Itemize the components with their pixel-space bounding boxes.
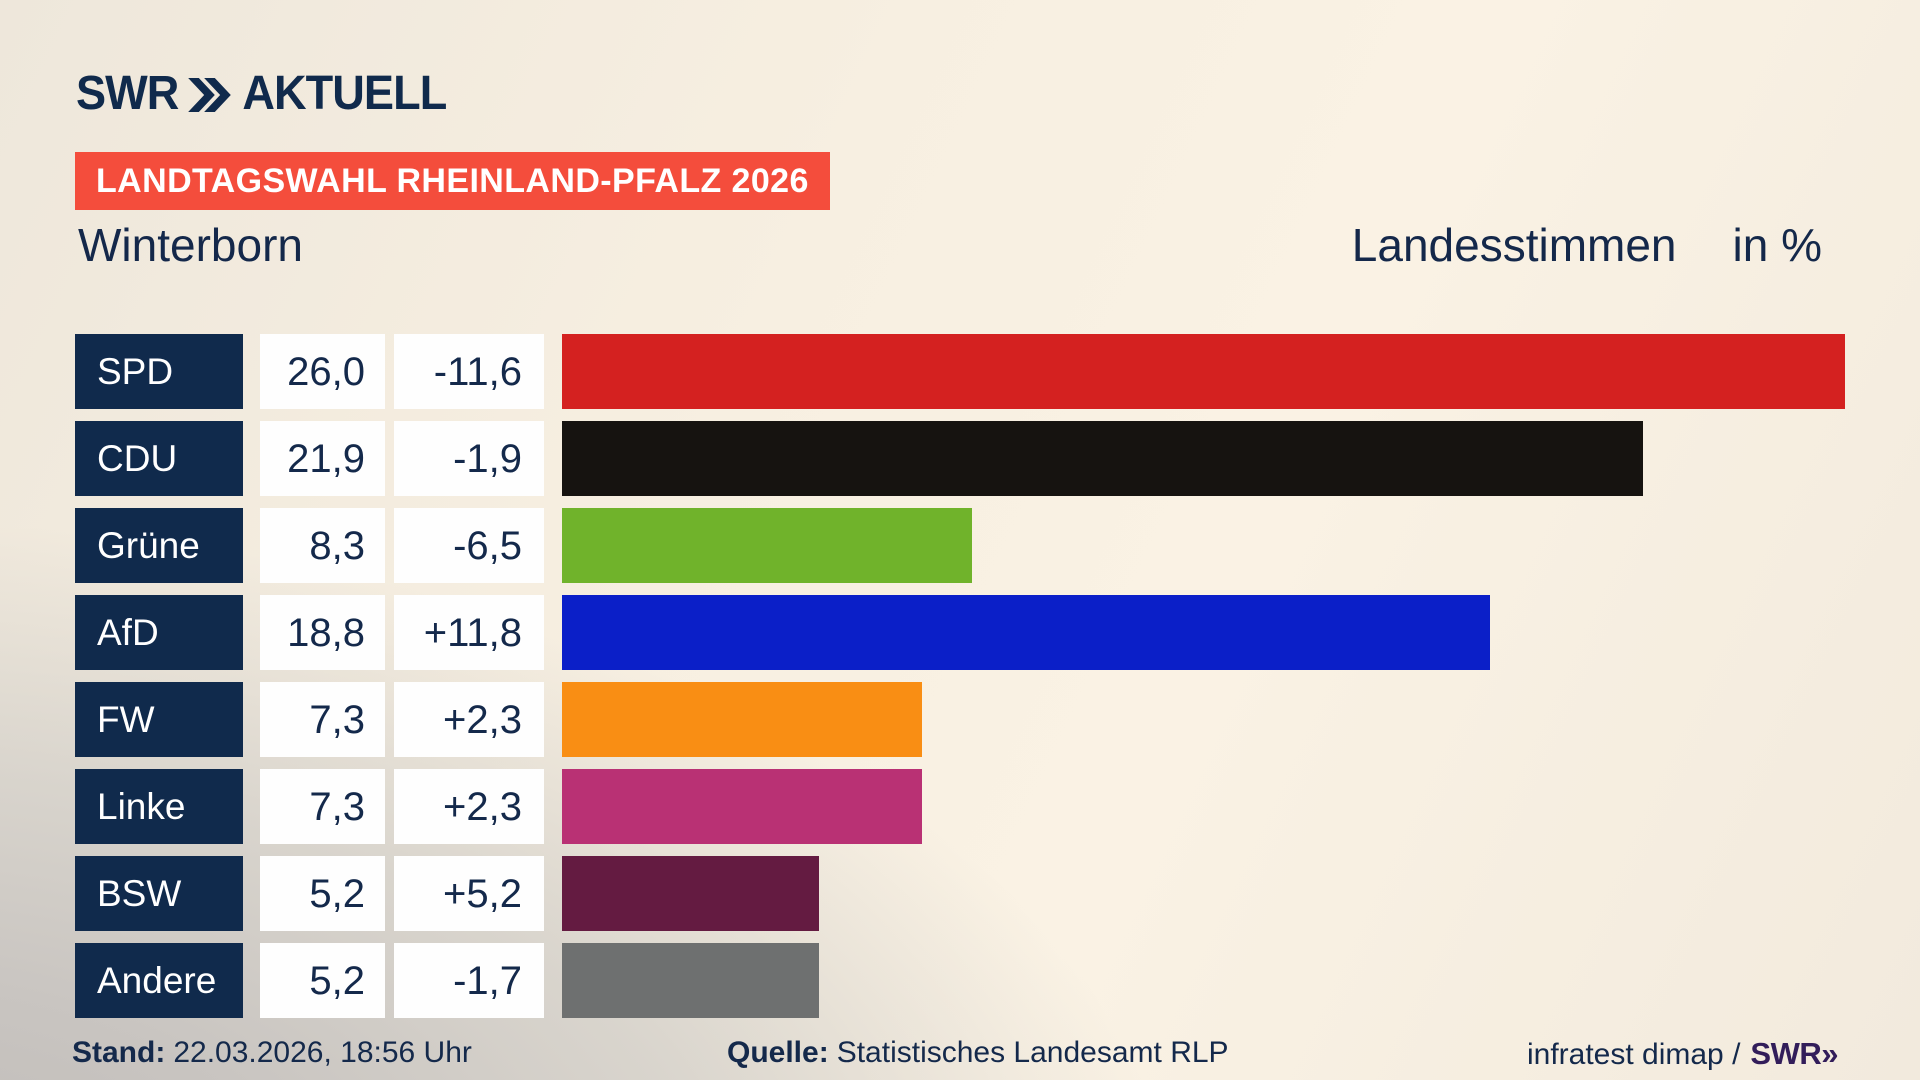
measure-title: Landesstimmen in %: [1352, 222, 1822, 268]
party-label: Grüne: [75, 508, 243, 583]
chart-rows: SPD 26,0 -11,6 CDU 21,9 -1,9 Grüne 8,3 -6,5 AfD 18…: [75, 334, 1845, 1030]
party-change: +2,3: [394, 682, 544, 757]
party-bar: [562, 421, 1643, 496]
credit-note: infratest dimap / SWR»: [1526, 1036, 1839, 1072]
stand-label: Stand:: [72, 1036, 166, 1069]
party-bar: [562, 508, 972, 583]
party-bar: [562, 856, 819, 931]
party-change: -1,9: [394, 421, 544, 496]
party-change: -6,5: [394, 508, 544, 583]
party-change: +11,8: [394, 595, 544, 670]
source-value: Statistisches Landesamt RLP: [836, 1036, 1229, 1069]
source-note: Quelle: Statistisches Landesamt RLP: [727, 1036, 1229, 1070]
credit-text: infratest dimap /: [1526, 1038, 1741, 1071]
party-bar: [562, 682, 923, 757]
party-label: CDU: [75, 421, 243, 496]
swr-logo-small: SWR»: [1750, 1036, 1838, 1071]
party-bar: [562, 334, 1845, 409]
party-label: BSW: [75, 856, 243, 931]
party-label: Andere: [75, 943, 243, 1018]
stand-value: 22.03.2026, 18:56 Uhr: [173, 1036, 472, 1069]
stand-timestamp: Stand: 22.03.2026, 18:56 Uhr: [72, 1036, 472, 1070]
party-label: AfD: [75, 595, 243, 670]
party-bar: [562, 943, 819, 1018]
swr-aktuell-logo: SWR AKTUELL: [76, 66, 447, 121]
party-change: -1,7: [394, 943, 544, 1018]
footer: Stand: 22.03.2026, 18:56 Uhr Quelle: Stati…: [0, 1036, 1920, 1076]
logo-brand: SWR: [76, 67, 179, 120]
party-value: 5,2: [260, 856, 385, 931]
chart-row: Grüne 8,3 -6,5: [75, 508, 1845, 583]
logo-suffix: AKTUELL: [242, 67, 447, 120]
chart-row: Andere 5,2 -1,7: [75, 943, 1845, 1018]
party-value: 5,2: [260, 943, 385, 1018]
party-value: 7,3: [260, 682, 385, 757]
party-value: 7,3: [260, 769, 385, 844]
party-value: 21,9: [260, 421, 385, 496]
title-row: Winterborn Landesstimmen in %: [0, 222, 1920, 272]
party-value: 18,8: [260, 595, 385, 670]
chart-row: CDU 21,9 -1,9: [75, 421, 1845, 496]
double-chevron-icon: [188, 77, 231, 112]
party-label: Linke: [75, 769, 243, 844]
source-label: Quelle:: [727, 1036, 829, 1069]
chart-row: Linke 7,3 +2,3: [75, 769, 1845, 844]
chart-row: AfD 18,8 +11,8: [75, 595, 1845, 670]
party-value: 26,0: [260, 334, 385, 409]
party-value: 8,3: [260, 508, 385, 583]
party-label: SPD: [75, 334, 243, 409]
party-bar: [562, 769, 923, 844]
chart-row: FW 7,3 +2,3: [75, 682, 1845, 757]
party-label: FW: [75, 682, 243, 757]
unit-label: in %: [1732, 219, 1822, 271]
party-change: +2,3: [394, 769, 544, 844]
measure-label: Landesstimmen: [1351, 219, 1677, 271]
party-change: -11,6: [394, 334, 544, 409]
chart-row: BSW 5,2 +5,2: [75, 856, 1845, 931]
party-bar: [562, 595, 1490, 670]
chart-row: SPD 26,0 -11,6: [75, 334, 1845, 409]
party-change: +5,2: [394, 856, 544, 931]
page-title: Winterborn: [78, 219, 303, 271]
election-badge: LANDTAGSWAHL RHEINLAND-PFALZ 2026: [75, 152, 830, 210]
